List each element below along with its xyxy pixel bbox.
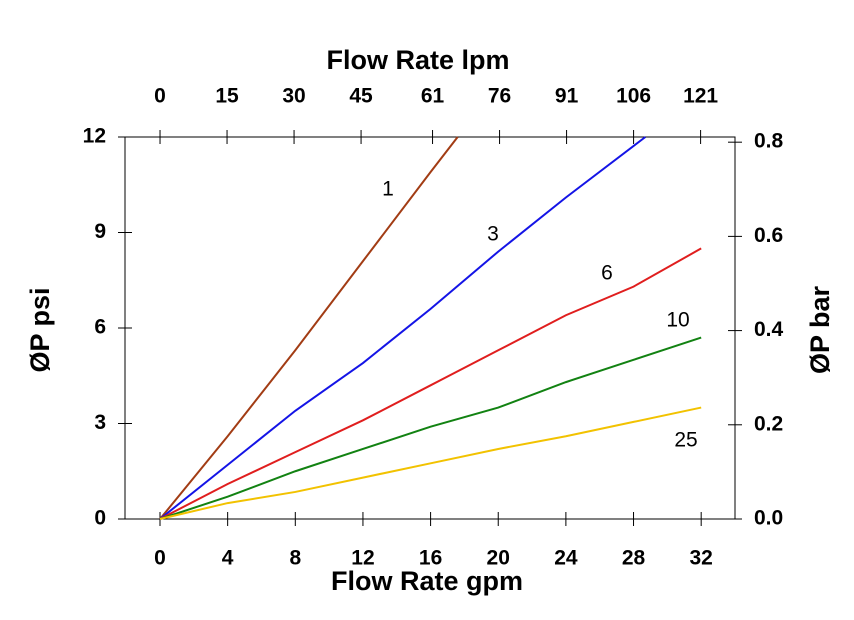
x-tick-label: 12: [351, 547, 374, 570]
x2-tick-label: 91: [555, 85, 579, 108]
series-line: [159, 247, 702, 520]
y-tick-label: 9: [94, 220, 106, 243]
y-tick-label: 0: [94, 507, 106, 530]
x2-tick-label: 45: [349, 85, 373, 108]
series-line: [159, 406, 702, 520]
plot-frame: [124, 136, 736, 520]
series-label: 25: [674, 429, 697, 452]
x2-tick-label: 30: [282, 85, 305, 108]
series-label: 10: [666, 309, 689, 332]
x-tick-label: 28: [622, 547, 646, 570]
x2-tick-label: 76: [488, 85, 511, 108]
series-label: 3: [487, 223, 499, 246]
x2-tick-label: 61: [421, 85, 445, 108]
x-tick-label: 8: [289, 547, 301, 570]
x-axis-title: Flow Rate gpm: [331, 566, 523, 596]
y2-tick-label: 0.6: [754, 224, 783, 247]
x-tick-label: 4: [222, 547, 234, 570]
y2-tick-label: 0.2: [754, 412, 783, 435]
x-tick-label: 32: [689, 547, 712, 570]
x2-tick-label: 0: [154, 85, 166, 108]
x2-tick-label: 106: [616, 85, 651, 108]
x-tick-label: 24: [554, 547, 578, 570]
series-line: [159, 136, 646, 520]
y-axis-title: ØP psi: [25, 287, 55, 372]
y-tick-label: 12: [83, 125, 106, 148]
x2-tick-label: 121: [683, 85, 718, 108]
series-line: [159, 136, 459, 520]
x-tick-label: 0: [154, 547, 166, 570]
y2-axis-title: ØP bar: [805, 285, 835, 374]
x2-axis-title: Flow Rate lpm: [326, 45, 509, 75]
series-line: [159, 336, 702, 520]
x2-tick-label: 15: [215, 85, 239, 108]
y2-tick-label: 0.4: [754, 318, 784, 341]
series-label: 6: [601, 262, 613, 285]
y2-tick-label: 0.0: [754, 507, 783, 530]
series-label: 1: [382, 178, 394, 201]
y2-tick-label: 0.8: [754, 130, 784, 153]
x-tick-label: 20: [487, 547, 510, 570]
y-tick-label: 6: [94, 316, 106, 339]
y-tick-label: 3: [94, 411, 106, 434]
x-tick-label: 16: [419, 547, 442, 570]
